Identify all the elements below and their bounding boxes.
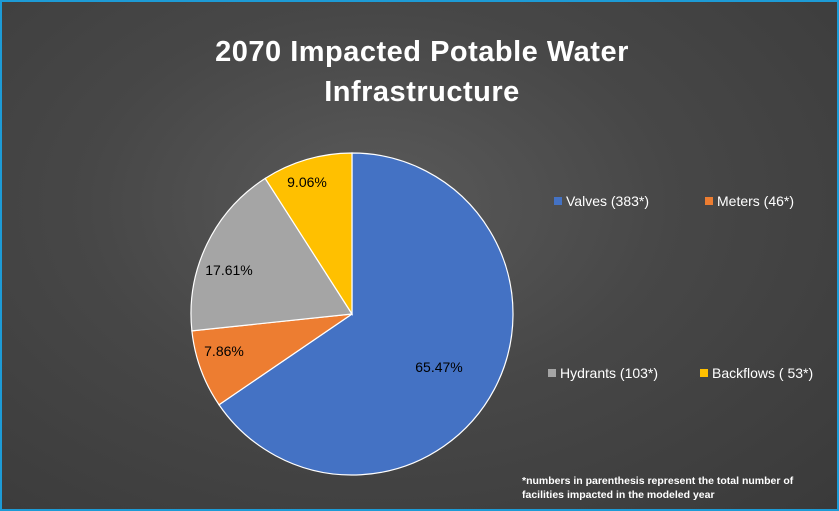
data-label-hydrants: 17.61% — [205, 262, 252, 278]
legend-label-hydrants: Hydrants (103*) — [560, 365, 659, 381]
legend-swatch-meters — [705, 197, 713, 205]
legend-item-hydrants: Hydrants (103*) — [548, 365, 658, 381]
pie-slice-backflows — [264, 152, 353, 317]
legend-item-valves: Valves (383*) — [554, 193, 649, 209]
legend-label-valves: Valves (383*) — [566, 193, 650, 209]
pie-slice-valves — [218, 152, 514, 476]
legend-swatch-valves — [554, 197, 562, 205]
data-label-backflows: 9.06% — [287, 174, 327, 190]
legend-swatch-hydrants — [548, 369, 556, 377]
legend-label-backflows: Backflows ( 53*) — [712, 365, 814, 381]
legend-item-backflows: Backflows ( 53*) — [700, 365, 813, 381]
legend-item-meters: Meters (46*) — [705, 193, 794, 209]
chart-title: 2070 Impacted Potable Water Infrastructu… — [215, 36, 629, 108]
legend-label-meters: Meters (46*) — [717, 193, 795, 209]
data-label-meters: 7.86% — [204, 343, 244, 359]
data-label-valves: 65.47% — [415, 359, 462, 375]
pie-slice-hydrants — [190, 177, 354, 332]
legend-swatch-backflows — [700, 369, 708, 377]
footnote: *numbers in parenthesis represent the to… — [522, 475, 794, 501]
